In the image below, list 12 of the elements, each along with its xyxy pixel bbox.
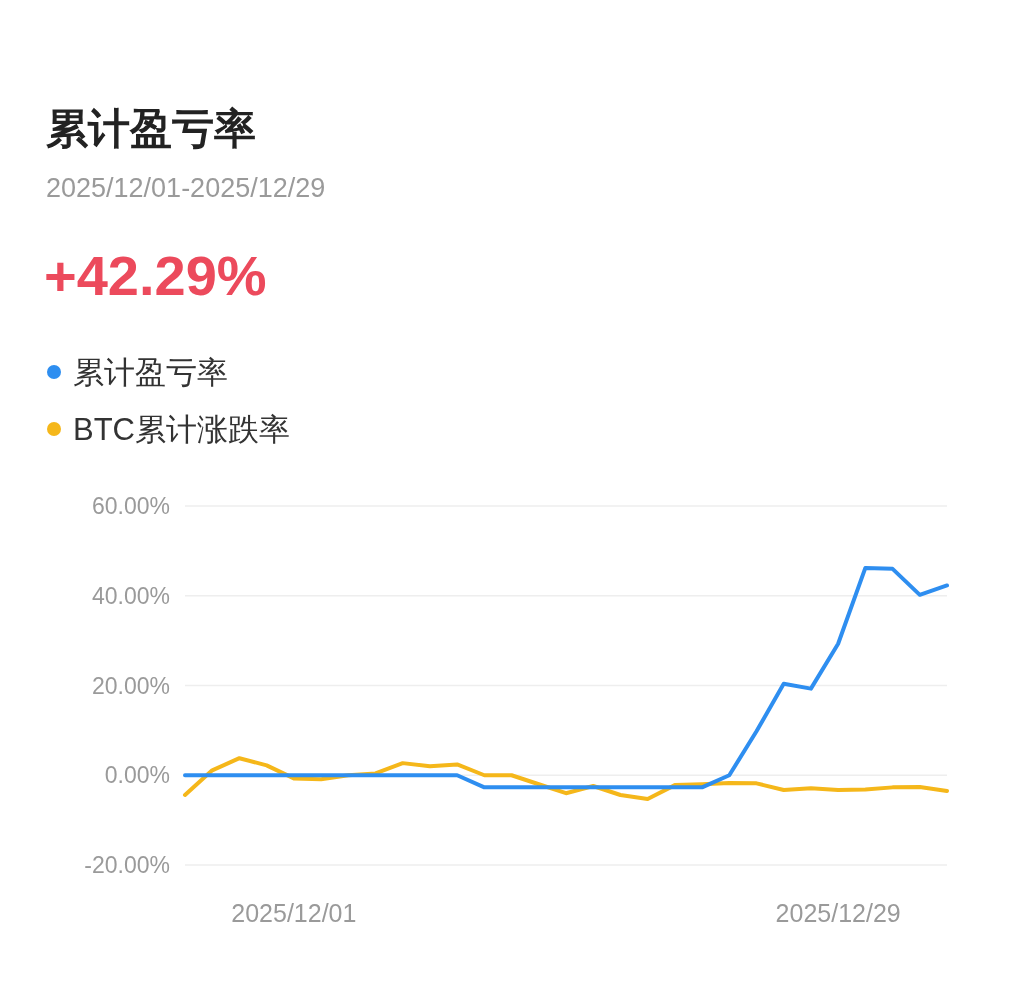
y-tick-label: 20.00% — [91, 672, 170, 699]
x-tick-label: 2025/12/01 — [231, 899, 357, 927]
y-tick-label: 0.00% — [104, 762, 170, 789]
y-tick-label: -20.00% — [84, 852, 170, 878]
x-tick-label: 2025/12/29 — [775, 899, 901, 927]
y-tick-label: 60.00% — [91, 493, 170, 519]
subtitle: 2025/12/01-2025/12/29 — [46, 173, 326, 203]
title: 累计盈亏率 — [46, 105, 256, 152]
y-tick-label: 40.00% — [91, 582, 170, 609]
legend-label: BTC累计涨跌率 — [73, 412, 290, 447]
legend-label: 累计盈亏率 — [73, 355, 228, 390]
annotation: +42.29% — [44, 244, 267, 307]
